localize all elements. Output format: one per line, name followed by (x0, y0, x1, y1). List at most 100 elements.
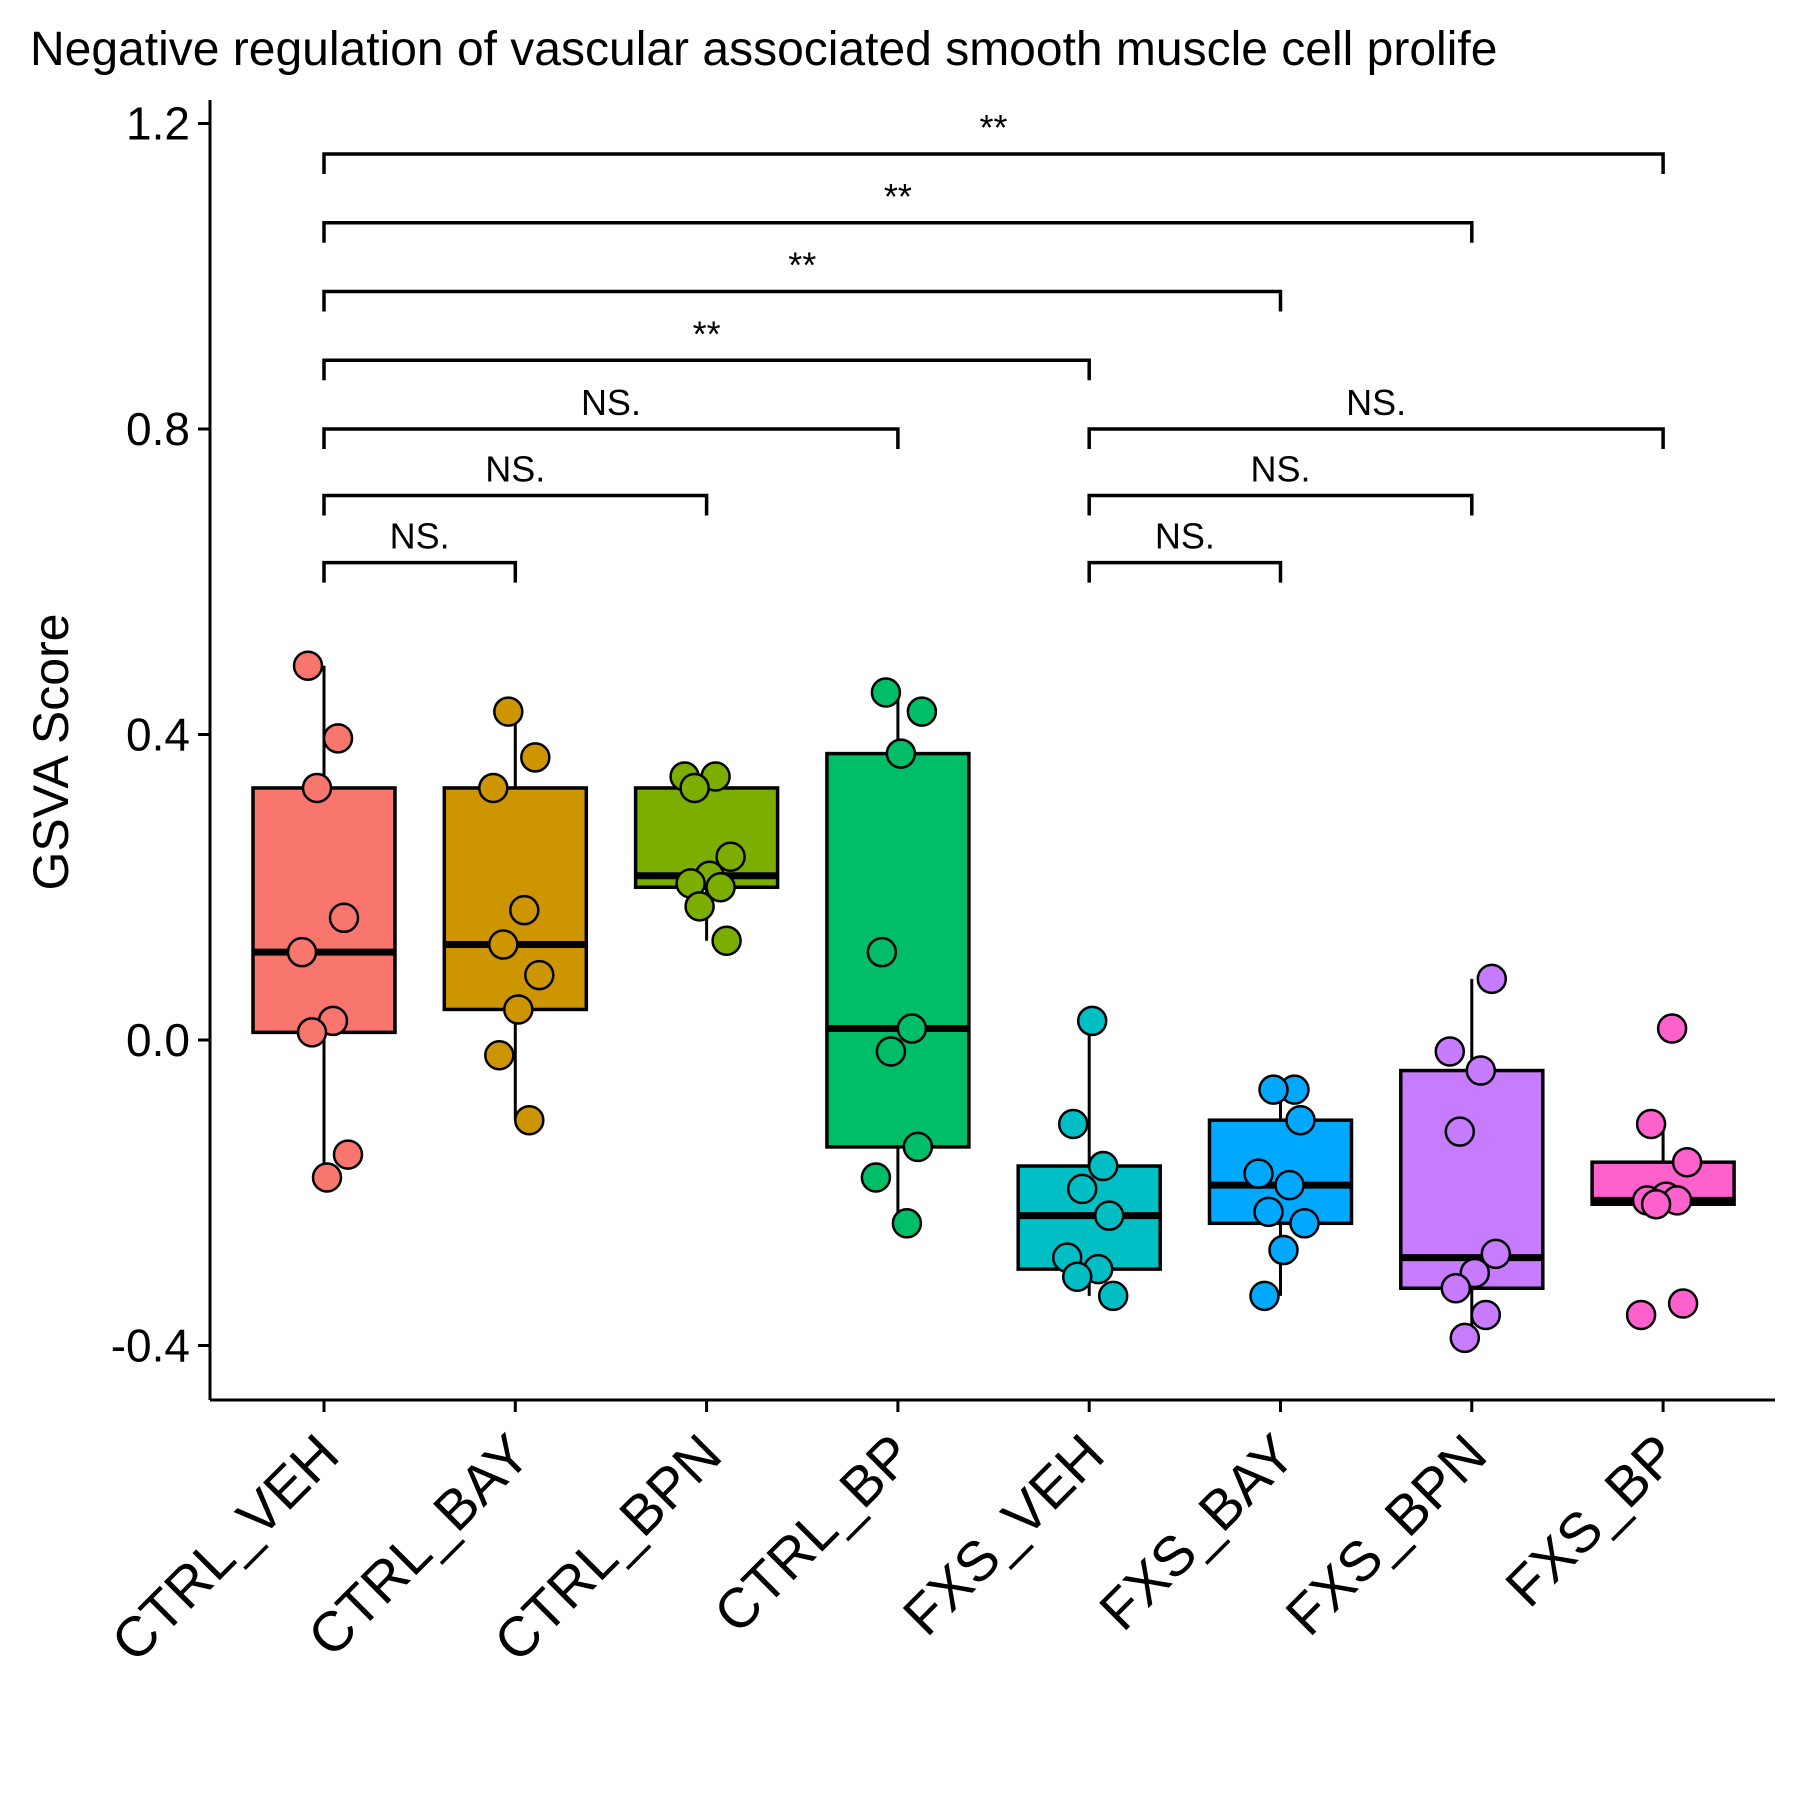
data-point (484, 1040, 515, 1071)
data-point (1444, 1116, 1476, 1147)
x-tick-label: FXS_BP (1493, 1422, 1689, 1618)
data-point (1640, 1188, 1672, 1220)
y-tick-label: 0.4 (126, 709, 190, 761)
significance-bracket (322, 152, 1665, 175)
data-point (896, 1013, 928, 1044)
y-axis-label: GSVA Score (23, 614, 79, 891)
data-point (1066, 1173, 1098, 1205)
data-point (715, 841, 746, 872)
significance-label: NS. (581, 382, 641, 423)
significance-label: NS. (1346, 382, 1406, 423)
x-tick-label: CTRL_BP (702, 1422, 925, 1645)
data-point (885, 738, 917, 769)
data-point (1258, 1074, 1289, 1105)
y-tick-label: 0.0 (126, 1014, 190, 1066)
data-point (1249, 1280, 1280, 1312)
data-point (866, 936, 898, 968)
significance-bracket (1087, 560, 1283, 583)
x-tick-label: FXS_BAY (1087, 1422, 1307, 1642)
data-point (301, 772, 333, 804)
data-point (1243, 1158, 1274, 1189)
data-point (1656, 1013, 1688, 1044)
data-point (503, 994, 534, 1025)
y-tick-label: 0.8 (126, 403, 190, 455)
data-point (1480, 1238, 1512, 1270)
data-point (711, 925, 742, 956)
significance-bracket (322, 427, 900, 449)
significance-label: ** (693, 313, 721, 354)
significance-bracket (322, 221, 1474, 243)
significance-label: ** (884, 176, 912, 217)
significance-bracket (322, 289, 1283, 312)
data-point (520, 742, 551, 773)
data-point (328, 902, 360, 934)
data-point (906, 696, 938, 727)
data-point (684, 891, 715, 922)
data-points (286, 650, 1703, 1354)
significance-label: NS. (1155, 516, 1215, 557)
boxes (251, 751, 1736, 1290)
y-tick-label: -0.4 (111, 1320, 190, 1372)
significance-bracket (322, 493, 709, 516)
data-point (705, 872, 736, 903)
data-point (1274, 1169, 1305, 1201)
chart-title: Negative regulation of vascular associat… (30, 23, 1497, 76)
data-point (1440, 1272, 1472, 1304)
data-point (1285, 1104, 1316, 1136)
significance-label: NS. (390, 516, 450, 557)
significance-bracket (1087, 493, 1474, 516)
box (251, 786, 397, 1035)
data-point (292, 650, 324, 682)
data-point (493, 696, 524, 727)
data-point (1093, 1200, 1125, 1231)
data-point (1667, 1288, 1699, 1319)
data-point (286, 936, 318, 968)
data-point (1061, 1261, 1093, 1293)
data-point (902, 1131, 934, 1163)
x-axis-ticks: CTRL_VEHCTRL_BAYCTRL_BPNCTRL_BPFXS_VEHFX… (99, 1400, 1690, 1673)
data-point (488, 929, 519, 960)
data-point (1057, 1108, 1089, 1140)
data-point (891, 1208, 923, 1239)
box (1207, 1118, 1354, 1226)
significance-label: ** (980, 107, 1008, 148)
data-point (322, 723, 354, 754)
data-point (1465, 1055, 1497, 1086)
data-point (860, 1162, 892, 1193)
data-point (296, 1017, 328, 1048)
significance-bracket (322, 560, 518, 583)
data-point (1671, 1146, 1703, 1178)
box (825, 751, 971, 1149)
data-point (1076, 1005, 1108, 1037)
data-point (514, 1104, 545, 1136)
y-tick-label: 1.2 (126, 98, 190, 150)
data-point (1470, 1299, 1502, 1331)
data-point (875, 1036, 907, 1067)
box (442, 786, 589, 1012)
data-point (1087, 1150, 1119, 1182)
data-point (679, 772, 710, 804)
data-point (1289, 1208, 1320, 1239)
data-point (1635, 1108, 1667, 1140)
significance-label: ** (788, 245, 816, 286)
data-point (332, 1139, 364, 1170)
data-point (1097, 1280, 1129, 1312)
data-point (1253, 1196, 1284, 1228)
data-point (1434, 1036, 1466, 1067)
significance-label: NS. (1250, 448, 1310, 489)
y-axis-ticks: -0.4 0.0 0.4 0.8 1.2 (111, 98, 210, 1372)
data-point (1268, 1234, 1299, 1266)
significance-label: NS. (485, 448, 545, 489)
data-point (509, 894, 540, 926)
data-point (524, 959, 555, 991)
data-point (1625, 1299, 1657, 1331)
data-point (870, 677, 902, 708)
x-tick-label: FXS_VEH (891, 1422, 1116, 1647)
significance-brackets: NS. NS. NS. ** ** ** ** NS. NS. NS. (322, 107, 1665, 583)
x-tick-label: FXS_BPN (1273, 1422, 1498, 1647)
data-point (1476, 963, 1508, 995)
data-point (1449, 1322, 1481, 1354)
significance-bracket (1087, 427, 1665, 449)
data-point (478, 772, 509, 804)
